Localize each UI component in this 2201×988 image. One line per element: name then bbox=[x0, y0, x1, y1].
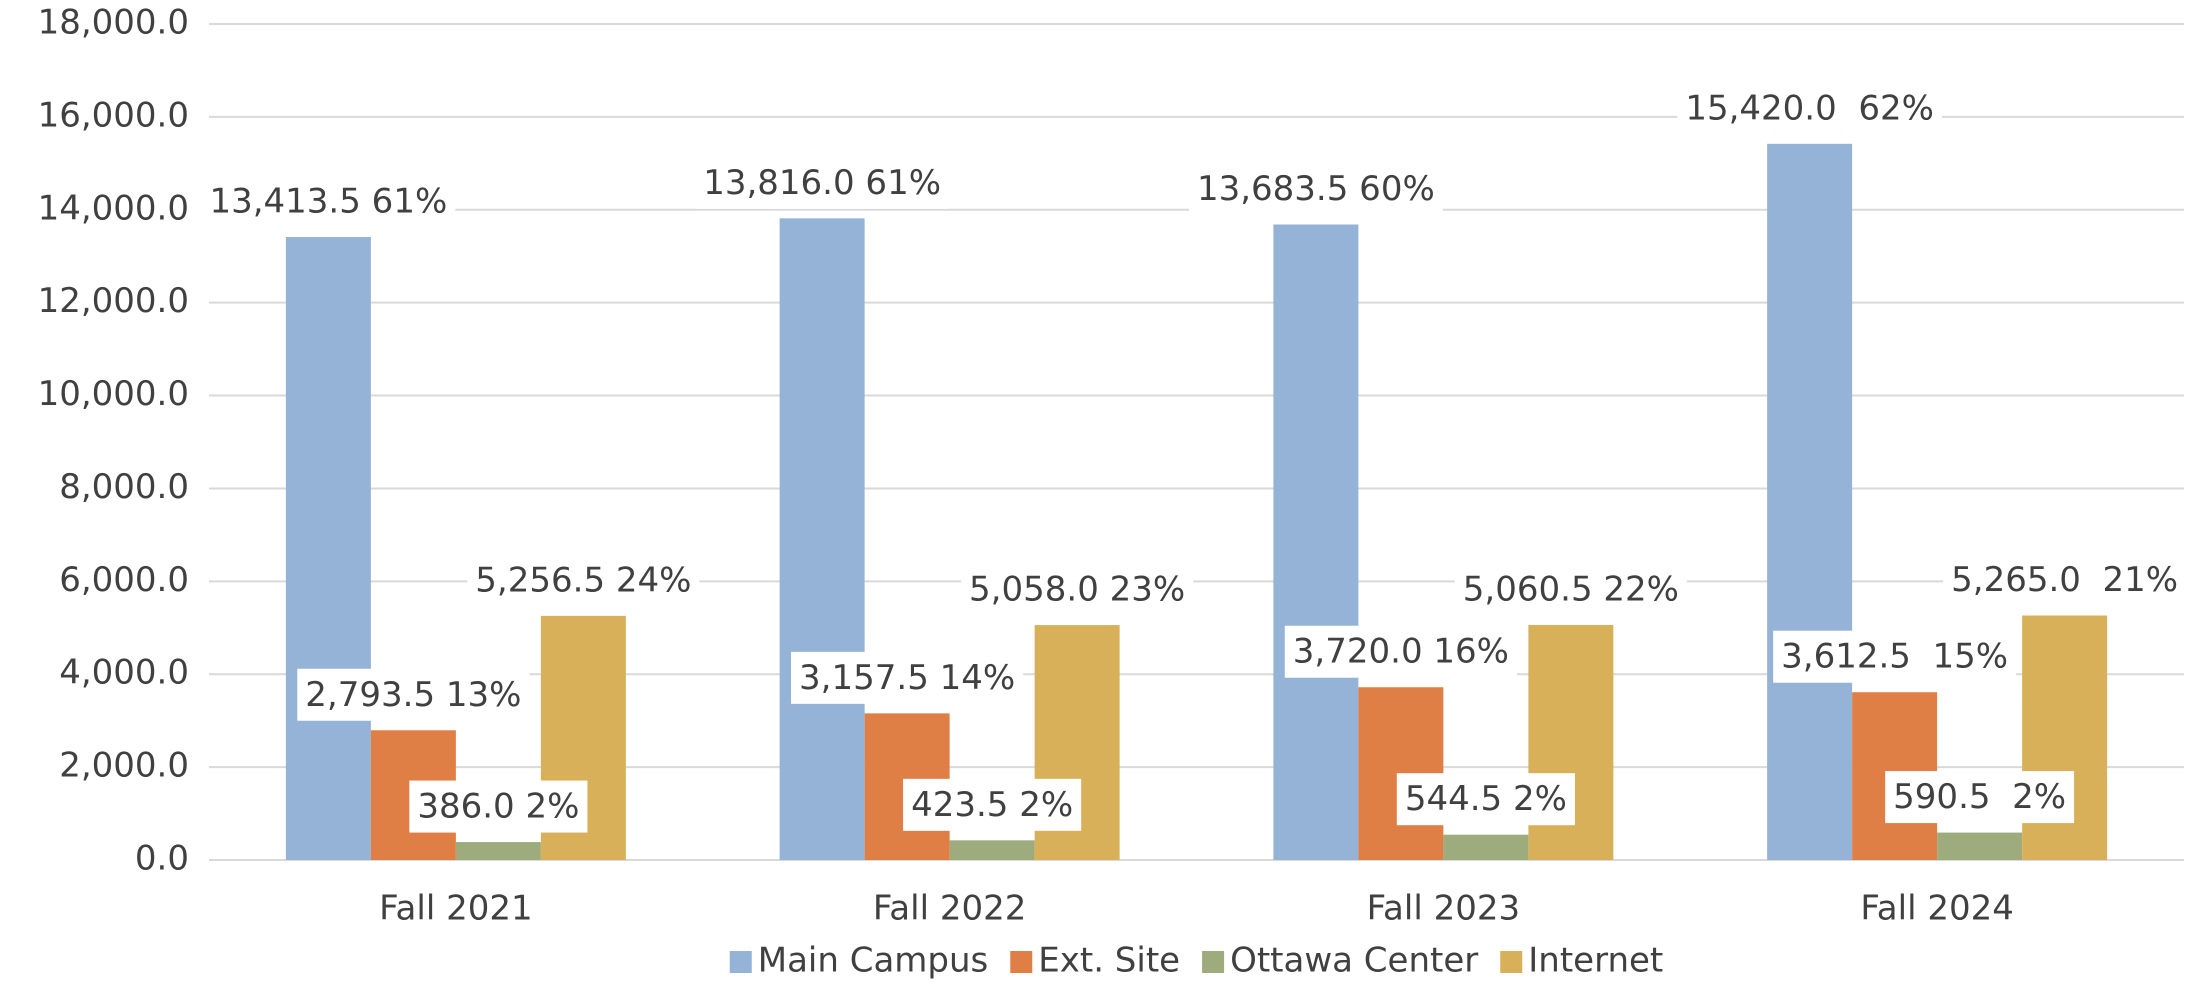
legend-label: Ottawa Center bbox=[1230, 941, 1478, 981]
x-tick-label: Fall 2021 bbox=[379, 889, 533, 929]
legend-label: Main Campus bbox=[758, 941, 989, 981]
bar bbox=[1767, 143, 1853, 860]
data-label: 2,793.5 13% bbox=[297, 668, 530, 721]
bar bbox=[455, 842, 541, 860]
y-tick-label: 2,000.0 bbox=[59, 746, 189, 786]
x-tick-label: Fall 2022 bbox=[873, 889, 1027, 929]
bar bbox=[1937, 832, 2023, 860]
bar bbox=[2022, 615, 2108, 860]
data-label: 423.5 2% bbox=[903, 778, 1082, 831]
data-label-text: 423.5 2% bbox=[911, 785, 1073, 825]
data-label-text: 5,256.5 24% bbox=[475, 560, 691, 600]
data-label-bg bbox=[791, 651, 1024, 704]
data-label-text: 5,060.5 22% bbox=[1463, 569, 1679, 609]
data-label-bg bbox=[695, 156, 950, 209]
data-label-bg bbox=[1454, 563, 1687, 616]
data-label: 590.5 2% bbox=[1885, 771, 2075, 824]
data-label-bg bbox=[1943, 553, 2187, 606]
data-label-bg bbox=[961, 563, 1194, 616]
bar bbox=[949, 840, 1035, 860]
data-label: 5,265.0 21% bbox=[1943, 553, 2187, 606]
data-label-bg bbox=[467, 554, 700, 607]
legend: Main Campus Ext. Site Ottawa Center Interne… bbox=[729, 941, 1663, 981]
data-label-bg bbox=[201, 175, 456, 228]
data-label-text: 3,720.0 16% bbox=[1293, 632, 1509, 672]
data-label-text: 3,612.5 15% bbox=[1781, 637, 2008, 677]
data-label: 386.0 2% bbox=[409, 780, 588, 833]
y-tick-label: 18,000.0 bbox=[38, 3, 189, 43]
data-label-bg bbox=[1773, 630, 2017, 683]
data-label-bg bbox=[1885, 771, 2075, 824]
data-label-text: 13,413.5 61% bbox=[209, 182, 447, 222]
y-tick-label: 6,000.0 bbox=[59, 560, 189, 600]
data-label-text: 590.5 2% bbox=[1893, 777, 2066, 817]
legend-label: Internet bbox=[1528, 941, 1663, 981]
y-tick-label: 14,000.0 bbox=[38, 188, 189, 228]
y-tick-label: 4,000.0 bbox=[59, 653, 189, 693]
data-label-text: 3,157.5 14% bbox=[799, 658, 1015, 698]
data-label-bg bbox=[1284, 625, 1517, 678]
data-label-bg bbox=[297, 668, 530, 721]
data-label-text: 5,265.0 21% bbox=[1951, 560, 2178, 600]
y-tick-label: 12,000.0 bbox=[38, 281, 189, 321]
x-tick-label: Fall 2023 bbox=[1367, 889, 1521, 929]
legend-swatch bbox=[1202, 951, 1225, 973]
data-label: 3,720.0 16% bbox=[1284, 625, 1517, 678]
bar bbox=[1273, 224, 1359, 861]
data-label-text: 2,793.5 13% bbox=[305, 675, 521, 715]
y-tick-label: 0.0 bbox=[135, 839, 189, 879]
y-tick-label: 10,000.0 bbox=[38, 374, 189, 414]
x-tick-label: Fall 2024 bbox=[1860, 889, 2014, 929]
data-label-text: 544.5 2% bbox=[1405, 779, 1567, 819]
legend-swatch bbox=[729, 951, 752, 973]
data-label: 544.5 2% bbox=[1396, 773, 1575, 826]
y-tick-label: 8,000.0 bbox=[59, 467, 189, 507]
data-label: 5,058.0 23% bbox=[961, 563, 1194, 616]
bar bbox=[1443, 834, 1529, 860]
data-label: 13,816.0 61% bbox=[695, 156, 950, 209]
bar bbox=[285, 237, 371, 860]
data-label-text: 13,683.5 60% bbox=[1197, 169, 1435, 209]
data-label-text: 386.0 2% bbox=[417, 787, 579, 827]
data-label: 5,060.5 22% bbox=[1454, 563, 1687, 616]
data-label: 13,683.5 60% bbox=[1188, 162, 1443, 215]
legend-swatch bbox=[1010, 951, 1033, 973]
data-label-bg bbox=[1188, 162, 1443, 215]
data-label-text: 15,420.0 62% bbox=[1685, 88, 1934, 128]
data-label-bg bbox=[1396, 773, 1575, 826]
data-label-text: 13,816.0 61% bbox=[703, 163, 941, 203]
legend-label: Ext. Site bbox=[1038, 941, 1180, 981]
y-tick-label: 16,000.0 bbox=[38, 95, 189, 135]
data-label: 13,413.5 61% bbox=[201, 175, 456, 228]
data-label-bg bbox=[903, 778, 1082, 831]
data-label: 15,420.0 62% bbox=[1677, 82, 1942, 135]
data-label-bg bbox=[409, 780, 588, 833]
data-label: 5,256.5 24% bbox=[467, 554, 700, 607]
data-label-bg bbox=[1677, 82, 1942, 135]
data-label: 3,612.5 15% bbox=[1773, 630, 2017, 683]
data-label: 3,157.5 14% bbox=[791, 651, 1024, 704]
data-label-text: 5,058.0 23% bbox=[969, 570, 1185, 610]
legend-swatch bbox=[1500, 951, 1523, 973]
bar bbox=[779, 218, 865, 861]
